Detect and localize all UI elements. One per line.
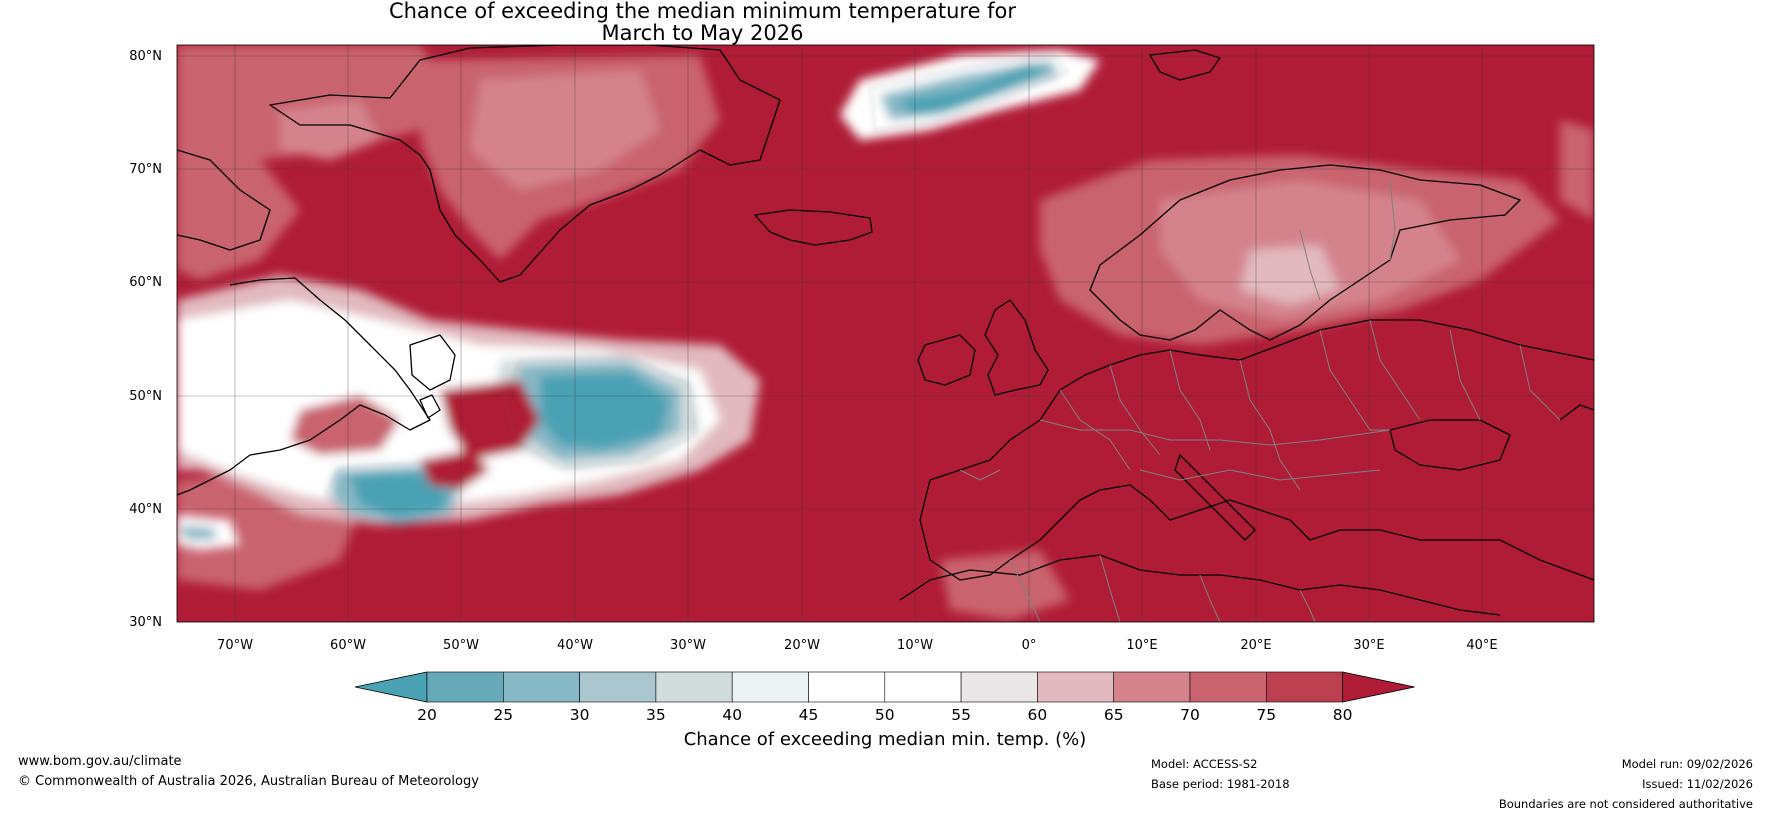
lon-label-30e: 30°E [1353,638,1384,653]
footer-base-period: Base period: 1981-2018 [1151,777,1290,791]
cb-tick-65: 65 [1104,706,1124,724]
field-cool-regions [177,50,1100,550]
colorbar-bin-25-30 [502,671,580,703]
lat-label-30: 30°N [129,615,162,630]
coastlines [177,45,1594,616]
lat-label-70: 70°N [129,162,162,177]
mediterranean-coast [919,389,1594,581]
colorbar-bin-70-75 [1189,671,1267,703]
colorbar-bin-20-25 [426,671,504,703]
footer-website[interactable]: www.bom.gov.au/climate [18,754,182,769]
cb-tick-75: 75 [1256,706,1276,724]
lon-label-10w: 10°W [897,638,933,653]
cb-tick-60: 60 [1028,706,1048,724]
lon-label-40w: 40°W [557,638,593,653]
colorbar-ticks: 20 25 30 35 40 45 50 55 60 65 70 75 80 [417,706,1352,724]
cb-tick-35: 35 [646,706,666,724]
lon-label-20w: 20°W [784,638,820,653]
map-title-line2: March to May 2026 [601,21,804,45]
colorbar-bin-35-40 [655,671,733,703]
cb-tick-30: 30 [570,706,590,724]
labrador-coast [177,277,431,496]
colorbar-bin-30-35 [579,671,657,703]
colorbar [354,671,1415,703]
colorbar-bin-45-50 [808,671,886,703]
newfoundland-coast [409,334,456,391]
lat-label-40: 40°N [129,502,162,517]
iceland-coast [754,209,873,246]
svalbard-coast [1149,49,1221,81]
cb-tick-45: 45 [799,706,819,724]
colorbar-label: Chance of exceeding median min. temp. (%… [684,729,1087,750]
lat-label-60: 60°N [129,275,162,290]
lon-label-70w: 70°W [217,638,253,653]
north-europe-coast [1059,319,1594,391]
colorbar-bin-50-55 [884,671,962,703]
colorbar-bin-55-60 [960,671,1038,703]
cb-tick-40: 40 [722,706,742,724]
lon-label-20e: 20°E [1240,638,1271,653]
lon-label-50w: 50°W [443,638,479,653]
nova-scotia-coast [419,394,441,419]
cb-tick-55: 55 [951,706,971,724]
map-title-line1: Chance of exceeding the median minimum t… [388,0,1017,23]
caspian-coast [1559,404,1594,421]
cb-tick-20: 20 [417,706,437,724]
field-light-regions [177,45,1594,620]
lat-label-50: 50°N [129,389,162,404]
colorbar-bin-75-80 [1266,671,1343,703]
greenland-coast [269,45,781,283]
footer-disclaimer: Boundaries are not considered authoritat… [1498,797,1753,811]
ireland-coast [917,334,976,386]
probability-field [177,45,1594,622]
colorbar-bin-40-45 [731,671,809,703]
colorbar-bin-65-70 [1113,671,1191,703]
footer-issued: Issued: 11/02/2026 [1642,777,1753,791]
lat-label-80: 80°N [129,49,162,64]
lon-label-60w: 60°W [330,638,366,653]
colorbar-arrow-low [354,671,428,703]
scandinavia-coast [1089,164,1521,341]
italy-coast [1174,454,1256,541]
footer-copyright: © Commonwealth of Australia 2026, Austra… [18,774,479,789]
footer-model-run: Model run: 09/02/2026 [1621,757,1753,771]
field-contours [325,54,1069,528]
lon-label-0: 0° [1022,638,1037,653]
footer-model: Model: ACCESS-S2 [1151,757,1258,771]
cb-tick-80: 80 [1333,706,1353,724]
baffin-coast [177,149,271,251]
country-borders [959,179,1561,622]
britain-coast [984,299,1049,396]
latitude-labels: 80°N 70°N 60°N 50°N 40°N 30°N [129,49,162,630]
cb-tick-70: 70 [1180,706,1200,724]
colorbar-arrow-high [1342,671,1415,703]
lon-label-30w: 30°W [670,638,706,653]
cb-tick-25: 25 [493,706,513,724]
black-sea-coast [1389,419,1511,471]
lon-label-10e: 10°E [1126,638,1157,653]
map-frame [176,44,1595,623]
colorbar-bin-60-65 [1037,671,1115,703]
lon-label-40e: 40°E [1466,638,1497,653]
cb-tick-50: 50 [875,706,895,724]
longitude-labels: 70°W 60°W 50°W 40°W 30°W 20°W 10°W 0° 10… [217,638,1498,653]
